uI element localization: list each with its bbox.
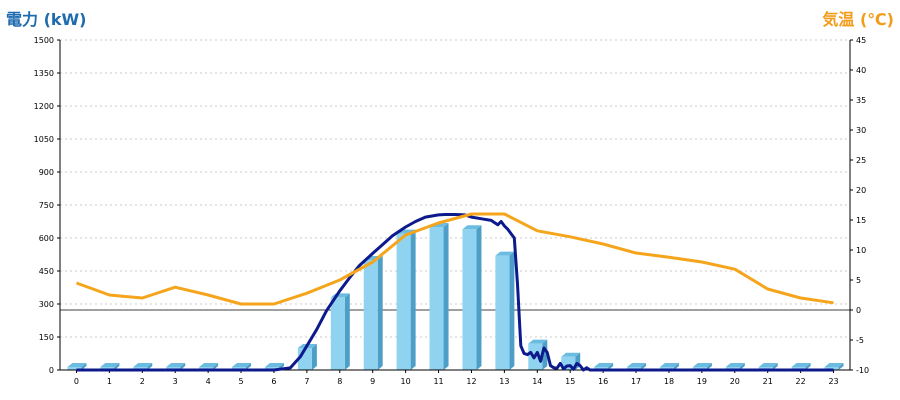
y-tick-label-left: 900 bbox=[39, 168, 54, 177]
x-tick-label: 4 bbox=[206, 377, 211, 386]
bar bbox=[363, 256, 383, 370]
x-tick-label: 2 bbox=[140, 377, 145, 386]
x-tick-label: 18 bbox=[664, 377, 674, 386]
y-tick-label-left: 600 bbox=[39, 234, 54, 243]
bar bbox=[67, 363, 87, 370]
x-tick-label: 3 bbox=[173, 377, 178, 386]
x-tick-label: 6 bbox=[271, 377, 276, 386]
bar bbox=[495, 251, 515, 370]
bar bbox=[330, 293, 350, 370]
y-tick-label-right: 30 bbox=[856, 126, 866, 135]
x-tick-label: 13 bbox=[499, 377, 509, 386]
right-axis-title: 気温 (℃) bbox=[822, 10, 894, 29]
x-tick-label: 15 bbox=[565, 377, 575, 386]
x-tick-label: 0 bbox=[74, 377, 79, 386]
y-tick-label-left: 1200 bbox=[34, 102, 54, 111]
x-tick-label: 20 bbox=[730, 377, 740, 386]
x-tick-label: 5 bbox=[238, 377, 243, 386]
y-tick-label-right: 40 bbox=[856, 66, 866, 75]
y-tick-label-left: 750 bbox=[39, 201, 54, 210]
x-tick-label: 16 bbox=[598, 377, 608, 386]
y-tick-label-left: 1500 bbox=[34, 36, 54, 45]
y-tick-label-right: 5 bbox=[856, 276, 861, 285]
y-tick-label-left: 450 bbox=[39, 267, 54, 276]
bar bbox=[396, 229, 416, 370]
x-tick-label: 11 bbox=[433, 377, 443, 386]
y-tick-label-right: 45 bbox=[856, 36, 866, 45]
x-tick-label: 17 bbox=[631, 377, 641, 386]
x-tick-label: 8 bbox=[337, 377, 342, 386]
y-tick-label-left: 300 bbox=[39, 300, 54, 309]
x-tick-label: 10 bbox=[401, 377, 411, 386]
x-tick-label: 12 bbox=[466, 377, 476, 386]
left-axis-title: 電力 (kW) bbox=[6, 10, 87, 29]
temperature-line bbox=[75, 212, 834, 306]
power-line bbox=[76, 213, 834, 372]
y-tick-label-left: 1050 bbox=[34, 135, 54, 144]
y-tick-label-left: 1350 bbox=[34, 69, 54, 78]
x-tick-label: 23 bbox=[828, 377, 838, 386]
y-tick-label-right: 35 bbox=[856, 96, 866, 105]
y-tick-label-right: 15 bbox=[856, 216, 866, 225]
y-tick-label-right: 25 bbox=[856, 156, 866, 165]
y-tick-label-left: 150 bbox=[39, 333, 54, 342]
x-tick-label: 14 bbox=[532, 377, 542, 386]
y-tick-label-right: 20 bbox=[856, 186, 866, 195]
x-tick-label: 1 bbox=[107, 377, 112, 386]
y-tick-label-right: -5 bbox=[856, 336, 864, 345]
y-tick-label-right: 0 bbox=[856, 306, 861, 315]
x-tick-label: 7 bbox=[304, 377, 309, 386]
bar bbox=[462, 225, 482, 370]
x-tick-label: 19 bbox=[697, 377, 707, 386]
y-tick-label-right: -10 bbox=[856, 366, 869, 375]
y-tick-label-left: 0 bbox=[49, 366, 54, 375]
y-tick-label-right: 10 bbox=[856, 246, 866, 255]
bar bbox=[429, 223, 449, 370]
x-tick-label: 22 bbox=[796, 377, 806, 386]
x-tick-label: 21 bbox=[763, 377, 773, 386]
x-tick-label: 9 bbox=[370, 377, 375, 386]
